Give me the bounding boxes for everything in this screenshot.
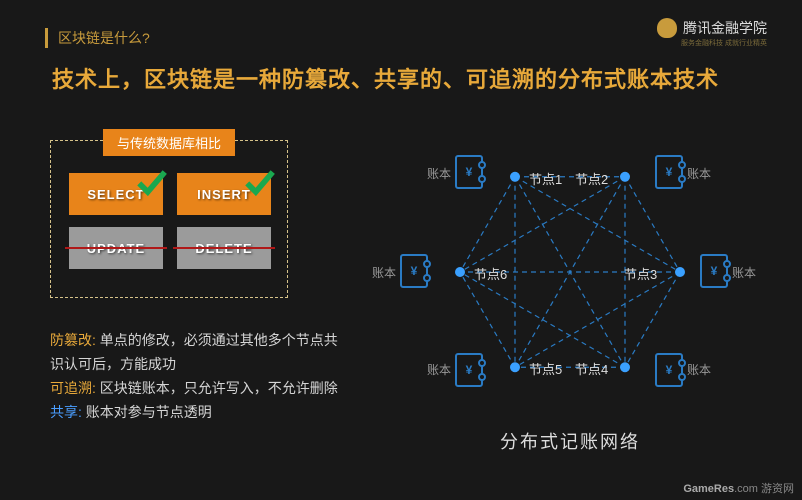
node-label: 节点1 bbox=[529, 169, 562, 188]
insert-button: INSERT bbox=[177, 173, 271, 215]
check-icon bbox=[135, 165, 169, 199]
sql-grid: SELECT INSERT UPDATE DELETE bbox=[69, 173, 271, 269]
check-icon bbox=[243, 165, 277, 199]
ledger-label: 账本 bbox=[687, 361, 711, 378]
watermark-cn: 游资网 bbox=[761, 483, 794, 495]
key-share: 共享: bbox=[50, 404, 82, 420]
watermark-dot: .com bbox=[734, 483, 758, 495]
ledger-label: 账本 bbox=[732, 264, 756, 281]
val-share: 账本对参与节点透明 bbox=[82, 404, 212, 420]
key-trace: 可追溯: bbox=[50, 380, 96, 396]
section-subtitle: 区块链是什么? bbox=[45, 28, 150, 48]
description-block: 防篡改: 单点的修改，必须通过其他多个节点共识认可后，方能成功 可追溯: 区块链… bbox=[50, 328, 350, 424]
comparison-box: 与传统数据库相比 SELECT INSERT UPDATE DELETE bbox=[50, 140, 288, 298]
brand-title: 腾讯金融学院 bbox=[683, 18, 767, 38]
watermark: GameRes.com 游资网 bbox=[683, 480, 794, 496]
network-caption: 分布式记账网络 bbox=[500, 428, 640, 454]
node-label: 节点5 bbox=[529, 359, 562, 378]
network-diagram: 节点1¥账本节点2¥账本节点3¥账本节点4¥账本节点5¥账本节点6¥账本 分布式… bbox=[360, 112, 780, 442]
brand-logo: 腾讯金融学院 bbox=[657, 18, 767, 38]
ledger-icon: ¥ bbox=[455, 353, 483, 387]
node-label: 节点4 bbox=[575, 359, 608, 378]
val-trace: 区块链账本，只允许写入，不允许删除 bbox=[96, 380, 338, 396]
penguin-icon bbox=[657, 18, 677, 38]
select-button: SELECT bbox=[69, 173, 163, 215]
ledger-label: 账本 bbox=[372, 264, 396, 281]
strike-line bbox=[173, 247, 275, 249]
comparison-label: 与传统数据库相比 bbox=[103, 129, 235, 156]
ledger-label: 账本 bbox=[427, 165, 451, 182]
ledger-icon: ¥ bbox=[400, 254, 428, 288]
ledger-label: 账本 bbox=[427, 361, 451, 378]
watermark-brand: GameRes bbox=[683, 483, 734, 495]
strike-line bbox=[65, 247, 167, 249]
desc-tamper: 防篡改: 单点的修改，必须通过其他多个节点共识认可后，方能成功 bbox=[50, 328, 350, 376]
page-title: 技术上，区块链是一种防篡改、共享的、可追溯的分布式账本技术 bbox=[52, 62, 719, 94]
ledger-icon: ¥ bbox=[455, 155, 483, 189]
desc-share: 共享: 账本对参与节点透明 bbox=[50, 400, 350, 424]
brand-subtitle: 服务金融科技 成就行业精英 bbox=[681, 38, 767, 48]
delete-button: DELETE bbox=[177, 227, 271, 269]
ledger-icon: ¥ bbox=[700, 254, 728, 288]
ledger-icon: ¥ bbox=[655, 353, 683, 387]
update-button: UPDATE bbox=[69, 227, 163, 269]
desc-trace: 可追溯: 区块链账本，只允许写入，不允许删除 bbox=[50, 376, 350, 400]
ledger-icon: ¥ bbox=[655, 155, 683, 189]
node-label: 节点6 bbox=[474, 264, 507, 283]
node-label: 节点3 bbox=[624, 264, 657, 283]
node-label: 节点2 bbox=[575, 169, 608, 188]
ledger-label: 账本 bbox=[687, 165, 711, 182]
key-tamper: 防篡改: bbox=[50, 332, 96, 348]
